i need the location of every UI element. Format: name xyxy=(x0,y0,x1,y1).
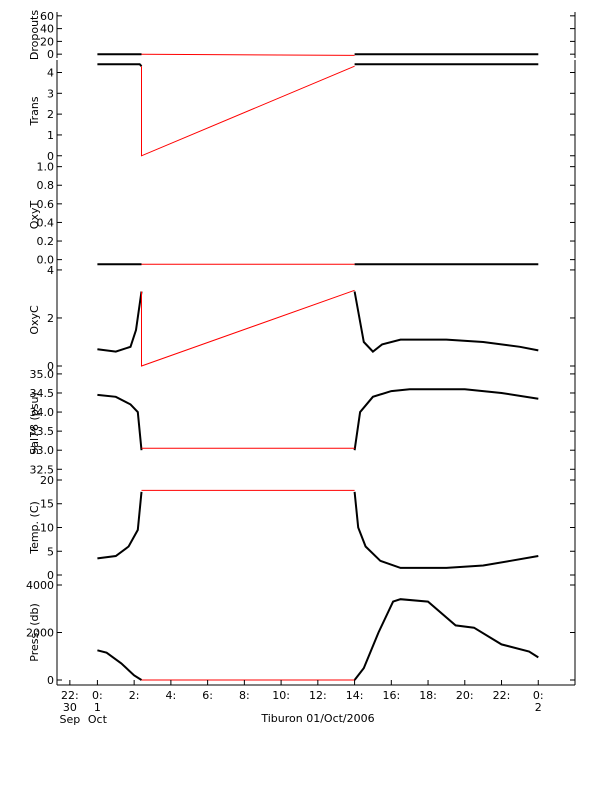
x-tick-label-line: 2: xyxy=(129,689,140,702)
x-tick-label-line: 22: xyxy=(61,689,79,702)
y-axis-label: Press. (db) xyxy=(28,603,41,662)
y-tick-label: 0.6 xyxy=(37,198,55,211)
y-tick-label: 1.0 xyxy=(37,161,55,174)
x-tick-label-line: 10: xyxy=(272,689,290,702)
x-tick-label: 22: 30 Sep xyxy=(59,689,80,726)
y-tick-label: 20 xyxy=(40,474,54,487)
y-tick-label: 15 xyxy=(40,498,54,511)
y-tick-label: 0.4 xyxy=(37,216,55,229)
y-tick-label: 33.5 xyxy=(30,425,55,438)
x-tick-label: 18: xyxy=(419,689,437,702)
data-line xyxy=(141,65,355,157)
y-tick-label: 2 xyxy=(47,108,54,121)
x-tick-label: 12: xyxy=(309,689,327,702)
x-tick-label: 6: xyxy=(202,689,213,702)
x-tick-label: 8: xyxy=(239,689,250,702)
x-tick-label-line: 16: xyxy=(382,689,400,702)
x-tick-label-line: 6: xyxy=(202,689,213,702)
y-tick-label: 5 xyxy=(47,545,54,558)
x-tick-label-line: 20: xyxy=(456,689,474,702)
y-tick-label: 3 xyxy=(47,87,54,100)
x-tick-label-line: 4: xyxy=(166,689,177,702)
y-tick-label: 32.5 xyxy=(30,463,55,476)
x-tick-label-line: 18: xyxy=(419,689,437,702)
data-line xyxy=(141,53,355,56)
data-line xyxy=(97,388,539,451)
y-tick-label: 35.0 xyxy=(30,368,55,381)
data-line xyxy=(97,491,539,569)
y-axis-label: Sal78 (psu) xyxy=(28,392,41,455)
y-tick-label: 20 xyxy=(40,35,54,48)
y-tick-label: 0.8 xyxy=(37,179,55,192)
x-tick-label: 20: xyxy=(456,689,474,702)
x-tick-label-line: 22: xyxy=(493,689,511,702)
x-tick-label-line: 0: xyxy=(533,689,544,702)
x-tick-label-line: Sep xyxy=(59,713,80,726)
x-tick-label-line: 1 xyxy=(94,701,101,714)
data-line xyxy=(97,63,539,67)
x-tick-label-line: 30 xyxy=(63,701,77,714)
y-tick-label: 0 xyxy=(47,674,54,687)
y-tick-label: 0.0 xyxy=(37,254,55,267)
x-tick-label: 4: xyxy=(166,689,177,702)
x-tick-label-line: 2 xyxy=(535,701,542,714)
y-tick-label: 0 xyxy=(47,48,54,61)
y-axis-label: Dropouts xyxy=(28,10,41,60)
x-tick-label: 16: xyxy=(382,689,400,702)
x-tick-label-line: 8: xyxy=(239,689,250,702)
y-tick-label: 4 xyxy=(47,66,54,79)
data-line xyxy=(97,291,539,353)
x-tick-label: 22: xyxy=(493,689,511,702)
y-tick-label: 33.0 xyxy=(30,444,55,457)
x-tick-label: 14: xyxy=(346,689,364,702)
y-tick-label: 2000 xyxy=(26,627,54,640)
y-axis-label: OxyT xyxy=(28,201,41,230)
x-tick-label-line: 12: xyxy=(309,689,327,702)
x-tick-label-line: Oct xyxy=(88,713,108,726)
y-tick-label: 0 xyxy=(47,360,54,373)
y-axis-label: OxyC xyxy=(28,305,41,335)
y-tick-label: 0 xyxy=(47,569,54,582)
y-tick-label: 0 xyxy=(47,150,54,163)
data-line xyxy=(97,598,539,681)
y-tick-label: 2 xyxy=(47,312,54,325)
x-tick-label-line: 14: xyxy=(346,689,364,702)
x-tick-label: 0: 2 xyxy=(533,689,544,714)
y-tick-label: 40 xyxy=(40,23,54,36)
x-axis-label: Tiburon 01/Oct/2006 xyxy=(260,712,374,725)
y-tick-label: 10 xyxy=(40,522,54,535)
x-tick-label-line: 0: xyxy=(92,689,103,702)
y-tick-label: 1 xyxy=(47,129,54,142)
y-tick-label: 4 xyxy=(47,264,54,277)
y-axis-label: Temp. (C) xyxy=(28,501,41,555)
y-tick-label: 0.2 xyxy=(37,235,55,248)
x-tick-label: 2: xyxy=(129,689,140,702)
x-tick-label: 10: xyxy=(272,689,290,702)
y-tick-label: 4000 xyxy=(26,579,54,592)
y-tick-label: 34.5 xyxy=(30,387,55,400)
y-tick-label: 60 xyxy=(40,10,54,23)
x-tick-label: 0: 1 Oct xyxy=(88,689,108,726)
y-axis-label: Trans xyxy=(28,96,41,126)
data-line xyxy=(141,289,355,367)
y-tick-label: 34.0 xyxy=(30,406,55,419)
